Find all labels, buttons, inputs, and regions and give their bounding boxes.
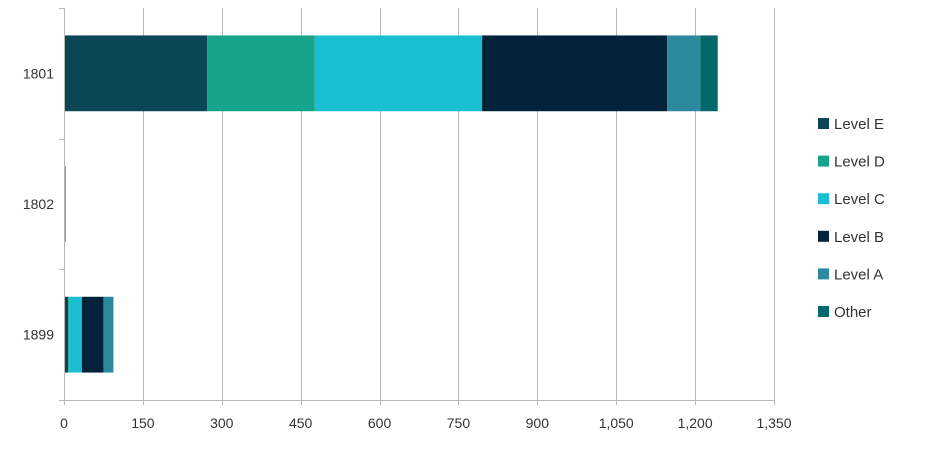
x-tick-labels: 0 150 300 450 600 750 900 1,050 1,200 1,350 bbox=[60, 415, 792, 431]
legend-label: Level B bbox=[834, 229, 884, 246]
legend-swatch bbox=[818, 306, 829, 317]
legend-swatch bbox=[818, 118, 829, 129]
legend-swatch bbox=[818, 193, 829, 205]
legend-label: Level C bbox=[834, 191, 885, 208]
bar-segment bbox=[64, 296, 69, 373]
x-tick-label: 900 bbox=[526, 415, 550, 431]
bar-segment bbox=[700, 35, 718, 112]
legend-label: Level A bbox=[834, 266, 883, 283]
bar-segment bbox=[667, 35, 701, 112]
x-tick-label: 1,050 bbox=[599, 415, 634, 431]
x-tick-label: 1,200 bbox=[678, 415, 713, 431]
y-tick-label: 1801 bbox=[23, 65, 54, 81]
bar-segment bbox=[314, 35, 483, 112]
bar-segment bbox=[64, 35, 208, 112]
legend-swatch bbox=[818, 155, 829, 167]
axes bbox=[64, 8, 774, 401]
legend-swatch bbox=[818, 268, 829, 280]
legend: Level E Level D Level C Level B Level A Other bbox=[818, 116, 885, 321]
x-tick-label: 0 bbox=[60, 415, 68, 431]
y-tick-label: 1899 bbox=[23, 327, 54, 343]
y-tick-label: 1802 bbox=[23, 196, 54, 212]
bar-segment bbox=[69, 296, 82, 373]
bar-segment bbox=[68, 296, 70, 373]
x-tick-label: 600 bbox=[368, 415, 392, 431]
legend-label: Level E bbox=[834, 116, 884, 133]
x-tick-label: 150 bbox=[131, 415, 155, 431]
bar-segments bbox=[64, 35, 718, 373]
bar-segment bbox=[81, 296, 104, 373]
x-tick-label: 300 bbox=[210, 415, 234, 431]
x-tick-label: 1,350 bbox=[756, 415, 791, 431]
bar-segment bbox=[103, 296, 114, 373]
y-tick-labels: 1801 1802 1899 bbox=[23, 65, 54, 342]
legend-label: Level D bbox=[834, 154, 885, 171]
legend-swatch bbox=[818, 230, 829, 242]
legend-label: Other bbox=[834, 304, 872, 321]
x-tick-label: 450 bbox=[289, 415, 313, 431]
bar-segment bbox=[482, 35, 668, 112]
bar-segment bbox=[207, 35, 315, 112]
x-tick-label: 750 bbox=[447, 415, 471, 431]
